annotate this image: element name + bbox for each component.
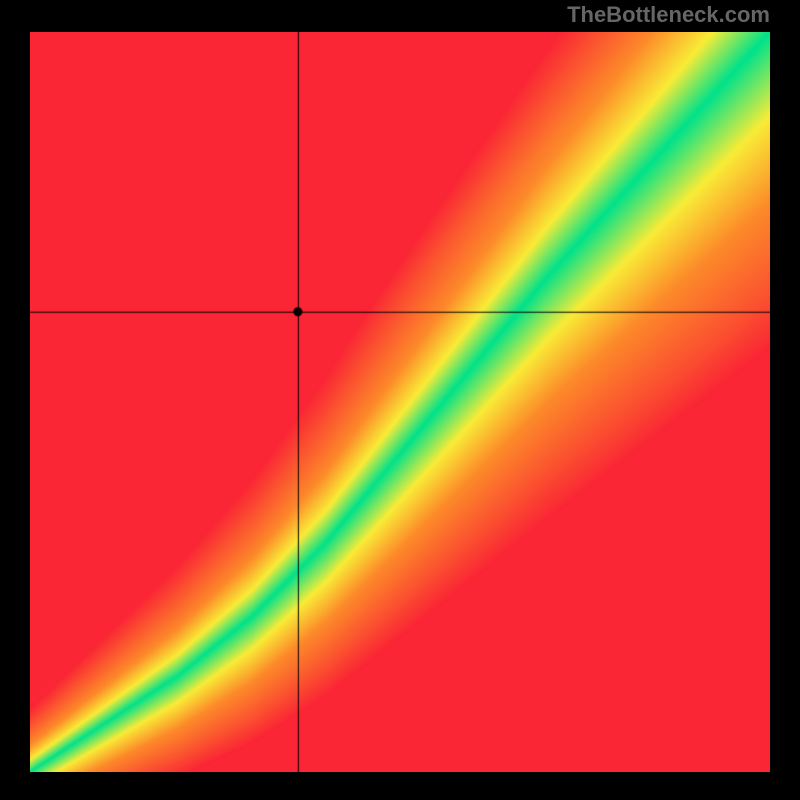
heatmap-canvas <box>30 32 770 772</box>
heatmap-plot <box>30 32 770 772</box>
chart-container: TheBottleneck.com <box>0 0 800 800</box>
watermark-text: TheBottleneck.com <box>567 2 770 28</box>
